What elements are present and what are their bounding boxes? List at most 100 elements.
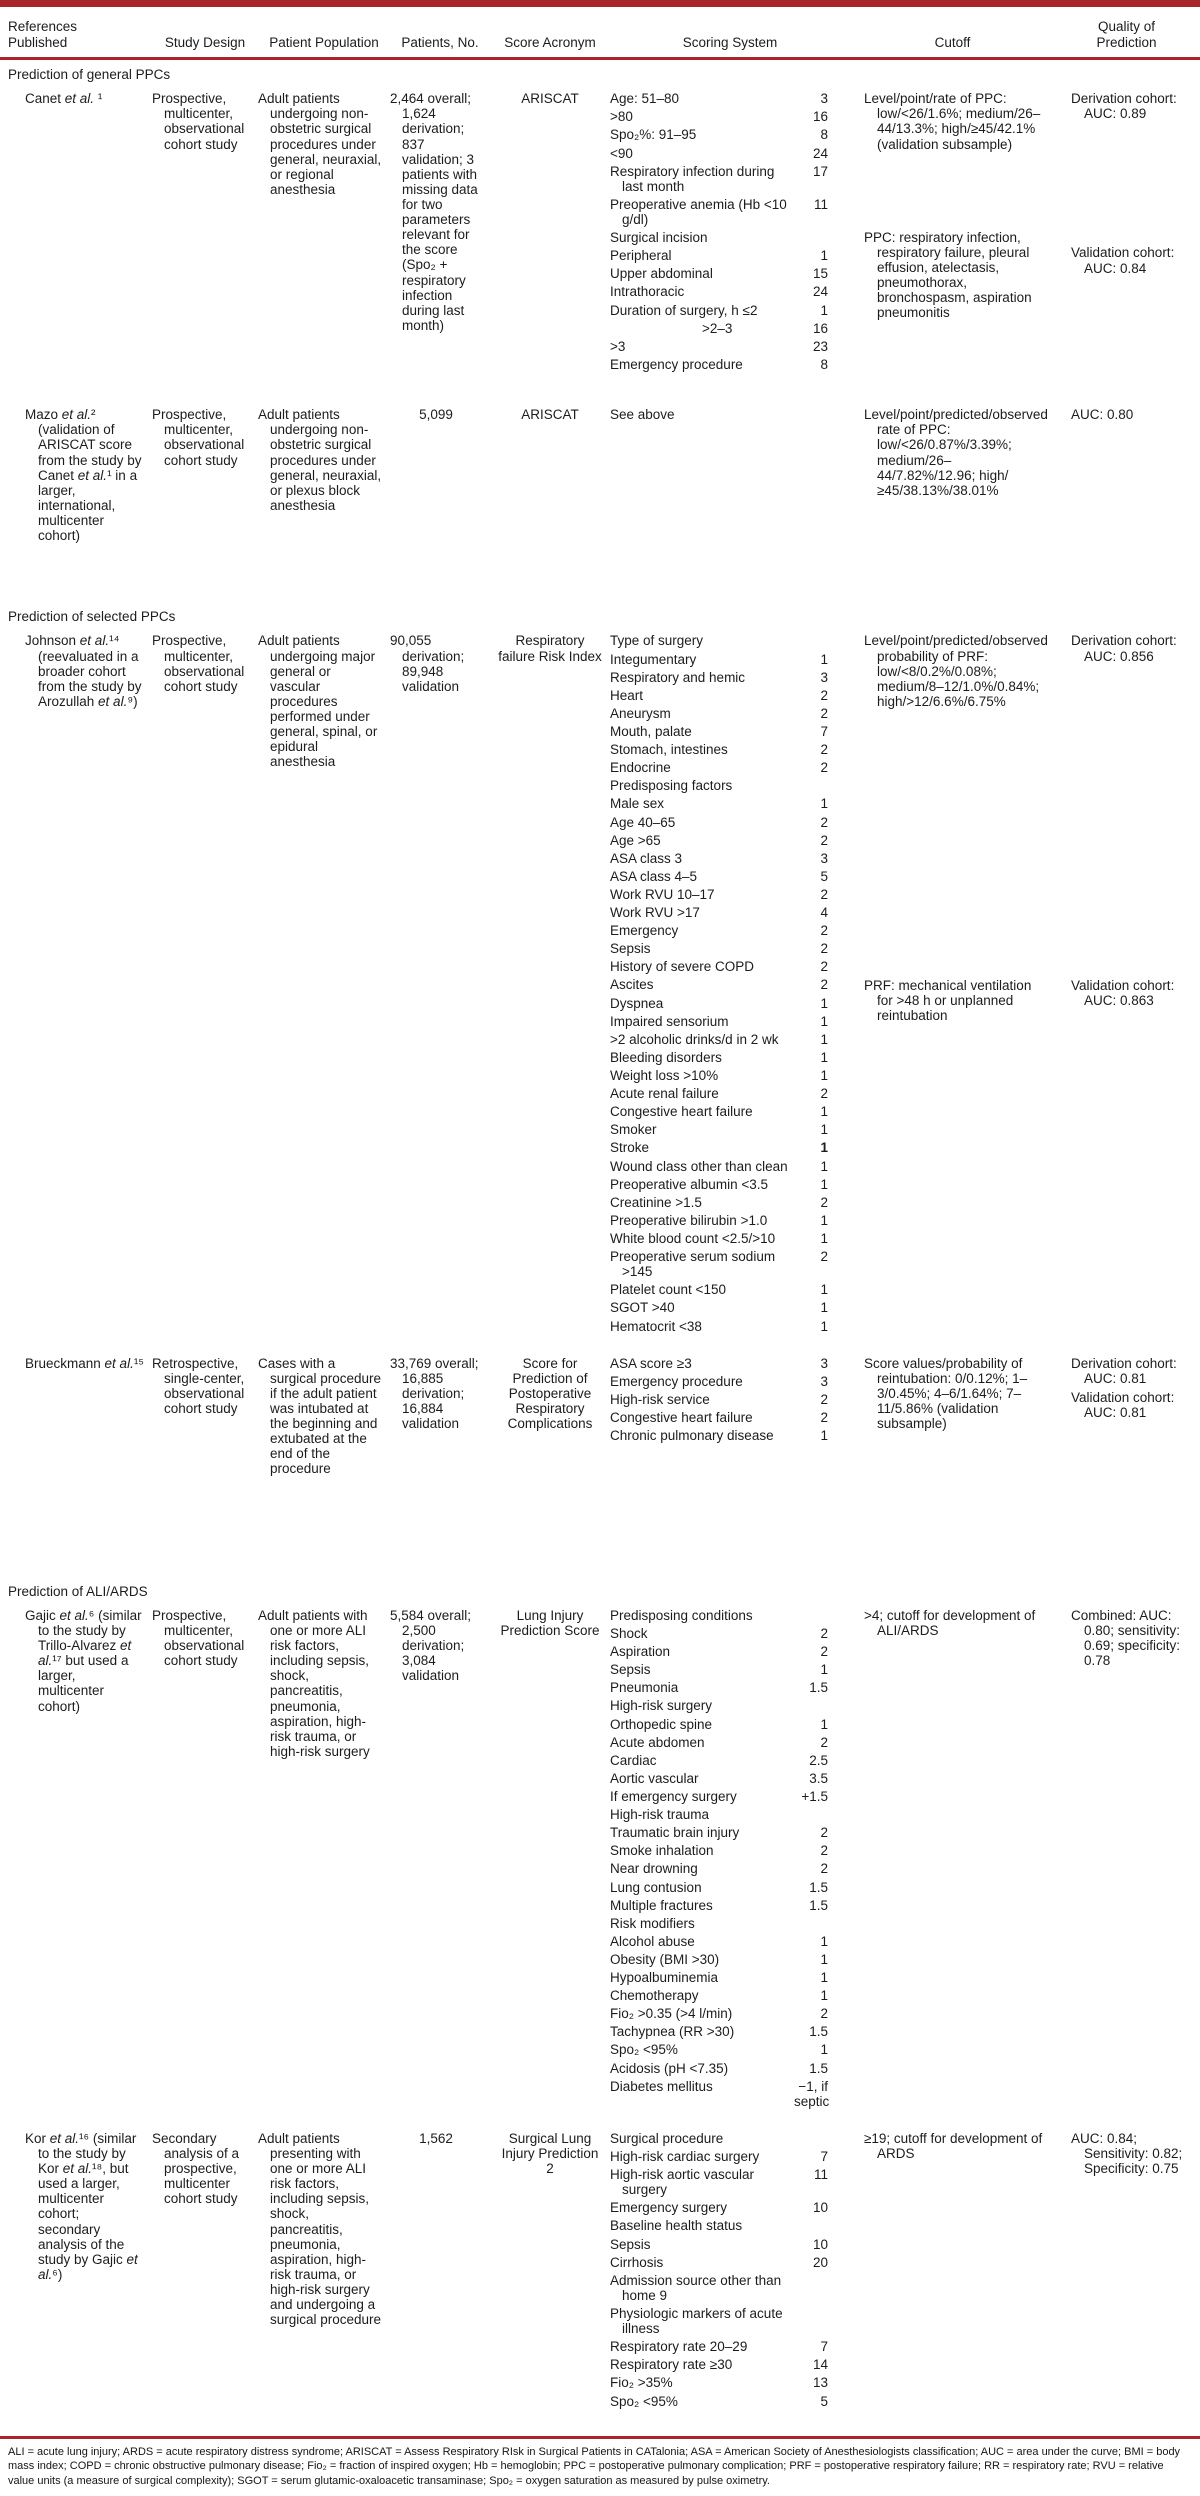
scoring-item-points: 1 xyxy=(820,1282,828,1298)
scoring-item-label: Tachypnea (RR >30) xyxy=(610,2024,735,2040)
scoring-item-label: History of severe COPD xyxy=(610,959,755,975)
top-rule xyxy=(0,0,1200,7)
section-title: Prediction of selected PPCs xyxy=(8,609,176,625)
acronym-cell: Respiratory failure Risk Index xyxy=(498,633,602,664)
scoring-item: Baseline health status xyxy=(610,2218,842,2233)
scoring-item: >3 23 xyxy=(610,339,842,354)
scoring-item: Duration of surgery, h ≤2 1 xyxy=(610,303,842,318)
design-cell: Prospective, multicenter, observational … xyxy=(152,1607,245,1669)
scoring-item-points xyxy=(794,633,842,648)
scoring-item-points xyxy=(794,778,842,793)
cutoff-cell: Level/point/rate of PPC: low/<26/1.6%; m… xyxy=(850,91,1055,388)
scoring-item-label: ASA score ≥3 xyxy=(610,1355,692,1371)
scoring-item-label: Fio₂ >0.35 (>4 l/min) xyxy=(610,2006,733,2022)
scoring-item-label: Stroke xyxy=(610,1140,650,1156)
scoring-item-label: High-risk aortic vascular surgery xyxy=(610,2167,755,2198)
scoring-item-points: 2 xyxy=(820,1086,828,1102)
scoring-item: Chronic pulmonary disease 1 xyxy=(610,1428,842,1443)
table-header-row: References Published Study Design Patien… xyxy=(0,7,1200,57)
scoring-item-points: 2 xyxy=(820,1861,828,1877)
scoring-item-points: 1 xyxy=(820,1933,828,1949)
scoring-item-label: Shock xyxy=(610,1625,648,1641)
scoring-item-label: >80 xyxy=(610,109,633,125)
col-header-references: References Published xyxy=(8,19,78,50)
scoring-item-points: 1 xyxy=(820,1212,828,1228)
scoring-item: High-risk surgery xyxy=(610,1698,842,1713)
scoring-item: Respiratory rate ≥30 14 xyxy=(610,2357,842,2372)
scoring-item: Predisposing factors xyxy=(610,778,842,793)
scoring-item-label: Admission source other than home 9 xyxy=(610,2272,782,2303)
cutoff-block: Score values/probability of reintubation… xyxy=(864,1355,1028,1432)
scoring-item: Spo₂%: 91–95 8 xyxy=(610,127,842,142)
scoring-item-label: Congestive heart failure xyxy=(610,1410,753,1425)
scoring-item: If emergency surgery +1.5 xyxy=(610,1789,842,1804)
scoring-item-points: 2 xyxy=(820,705,828,721)
scoring-item-label: Orthopedic spine xyxy=(610,1716,713,1732)
scoring-item: High-risk cardiac surgery 7 xyxy=(610,2149,842,2164)
scoring-item: Acidosis (pH <7.35) 1.5 xyxy=(610,2061,842,2076)
scoring-item-points: 1 xyxy=(820,1988,828,2004)
scoring-item-label: Surgical procedure xyxy=(610,2130,724,2146)
quality-block: Derivation cohort: AUC: 0.89 xyxy=(1071,91,1177,122)
scoring-item: <90 24 xyxy=(610,146,842,161)
scoring-item: Acute renal failure 2 xyxy=(610,1086,842,1101)
scoring-item-label: Alcohol abuse xyxy=(610,1933,695,1949)
scoring-item-points: 3 xyxy=(820,1373,828,1389)
scoring-item-label: Sepsis xyxy=(610,941,651,957)
scoring-item-points: 3 xyxy=(820,91,828,107)
scoring-item-label: Weight loss >10% xyxy=(610,1068,719,1084)
scoring-item-points: 1.5 xyxy=(809,2060,828,2076)
scoring-item-points xyxy=(794,407,842,422)
population-cell: Adult patients undergoing non-obstetric … xyxy=(258,407,382,513)
reference-cell: Canet et al. ¹ xyxy=(25,91,103,107)
quality-block: AUC: 0.80 xyxy=(1071,407,1134,423)
scoring-item-label: See above xyxy=(610,407,675,423)
scoring-item-label: High-risk cardiac surgery xyxy=(610,2149,760,2165)
scoring-item: Shock 2 xyxy=(610,1626,842,1641)
scoring-item: Near drowning 2 xyxy=(610,1861,842,1876)
scoring-item: Surgical procedure xyxy=(610,2131,842,2146)
scoring-item: Hematocrit <38 1 xyxy=(610,1319,842,1334)
scoring-item: Peripheral 1 xyxy=(610,248,842,263)
scoring-item: Stroke 1 xyxy=(610,1140,842,1155)
scoring-item-label: Preoperative serum sodium >145 xyxy=(610,1249,776,1280)
scoring-item: Sepsis 10 xyxy=(610,2237,842,2252)
scoring-item-points: 8 xyxy=(820,127,828,143)
scoring-item-points: 1 xyxy=(820,2042,828,2058)
col-header-study-design: Study Design xyxy=(164,34,246,50)
scoring-item: Stomach, intestines 2 xyxy=(610,742,842,757)
scoring-item-points: 1.5 xyxy=(809,2024,828,2040)
scoring-item-label: ASA class 4–5 xyxy=(610,868,698,884)
scoring-item-label: Ascites xyxy=(610,977,654,993)
scoring-item: Mouth, palate 7 xyxy=(610,724,842,739)
col-header-patients-no: Patients, No. xyxy=(401,34,479,50)
scoring-item: Congestive heart failure 2 xyxy=(610,1410,842,1425)
scoring-item: Male sex 1 xyxy=(610,796,842,811)
scoring-item-label: Preoperative bilirubin >1.0 xyxy=(610,1212,768,1228)
population-cell: Adult patients undergoing non-obstetric … xyxy=(258,91,382,197)
scoring-item-label: Sepsis xyxy=(610,2236,651,2252)
design-cell: Prospective, multicenter, observational … xyxy=(152,91,245,152)
scoring-list: Surgical procedure High-risk cardiac surg… xyxy=(610,2131,850,2418)
scoring-item: Fio₂ >35% 13 xyxy=(610,2375,842,2390)
scoring-item-label: Lung contusion xyxy=(610,1879,702,1895)
scoring-item: High-risk service 2 xyxy=(610,1392,842,1407)
patients-cell: 5,099 xyxy=(419,407,453,423)
scoring-item-label: Stomach, intestines xyxy=(610,742,728,758)
scoring-item: Age 40–65 2 xyxy=(610,815,842,830)
scoring-item-label: Respiratory rate 20–29 xyxy=(610,2339,748,2355)
quality-block: Validation cohort: AUC: 0.81 xyxy=(1071,1389,1175,1420)
scoring-item-points: 3 xyxy=(820,850,828,866)
scoring-item: Bleeding disorders 1 xyxy=(610,1050,842,1065)
design-cell: Secondary analysis of a prospective, mul… xyxy=(152,2130,240,2207)
scoring-item: Smoker 1 xyxy=(610,1122,842,1137)
scoring-item-points: 5 xyxy=(820,868,828,884)
scoring-item-points xyxy=(794,2273,842,2303)
scoring-item-label: White blood count <2.5/>10 xyxy=(610,1231,776,1247)
design-cell: Prospective, multicenter, observational … xyxy=(152,633,245,694)
scoring-item-points: 1 xyxy=(820,1231,828,1247)
scoring-list: ASA score ≥3 3 Emergency procedure 3 High-ri… xyxy=(610,1356,850,1563)
scoring-item: Diabetes mellitus −1, if septic xyxy=(610,2079,842,2109)
cutoff-cell: Level/point/predicted/observed probabili… xyxy=(850,633,1055,1336)
scoring-item-label: Acute renal failure xyxy=(610,1086,719,1102)
